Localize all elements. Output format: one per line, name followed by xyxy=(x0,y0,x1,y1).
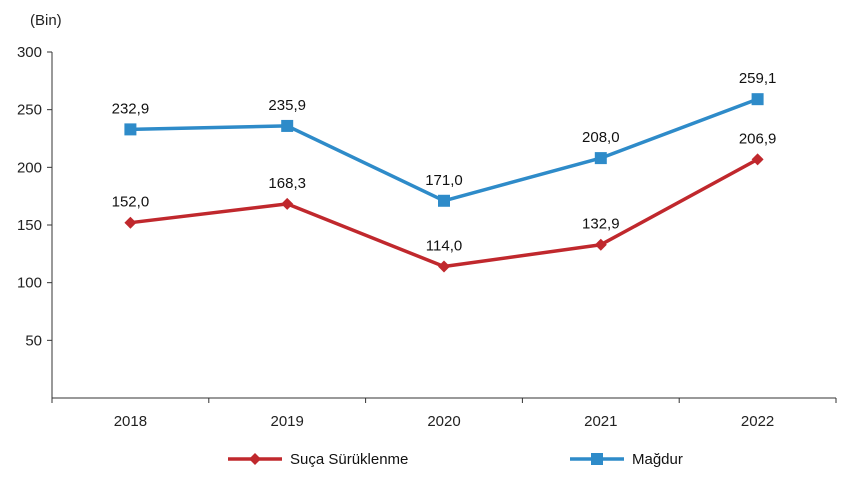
data-label: 132,9 xyxy=(582,216,620,233)
y-tick-label: 100 xyxy=(17,275,42,292)
series-magdur xyxy=(124,93,764,207)
legend-item: Suça Sürüklenme xyxy=(228,451,408,468)
legend: Suça Sürüklenme Mağdur xyxy=(228,451,683,468)
data-label: 206,9 xyxy=(739,130,777,147)
data-point-square xyxy=(591,453,603,465)
data-point-diamond xyxy=(438,260,450,273)
data-label: 114,0 xyxy=(426,238,462,255)
legend-item: Mağdur xyxy=(570,451,683,468)
data-labels: 152,0 168,3 114,0 132,9 206,9 232,9 235,9 171,0… xyxy=(112,70,777,254)
data-label: 168,3 xyxy=(268,175,306,192)
x-tick-label: 2022 xyxy=(741,413,774,430)
data-point-diamond xyxy=(751,153,764,166)
y-tick-label: 50 xyxy=(25,332,42,349)
x-tick-label: 2021 xyxy=(584,413,617,430)
data-point-square xyxy=(438,194,450,207)
data-label: 152,0 xyxy=(112,194,150,211)
data-label: 232,9 xyxy=(112,100,150,117)
legend-label: Suça Sürüklenme xyxy=(290,451,408,468)
data-label: 208,0 xyxy=(582,129,620,146)
y-axis-unit-label: (Bin) xyxy=(30,12,62,29)
series-suca-suruklenme xyxy=(124,153,764,273)
data-point-square xyxy=(751,93,764,106)
data-point-diamond xyxy=(124,216,137,229)
data-point-diamond xyxy=(249,453,261,465)
data-label: 171,0 xyxy=(425,172,463,189)
series-layer xyxy=(124,93,764,273)
data-label: 235,9 xyxy=(268,97,306,114)
data-point-diamond xyxy=(594,238,607,251)
axes: 50 100 150 200 250 300 2018 2019 2020 2021 2022 xyxy=(17,44,837,430)
legend-label: Mağdur xyxy=(632,451,683,468)
y-tick-label: 200 xyxy=(17,159,42,176)
data-point-square xyxy=(594,152,607,165)
data-point-diamond xyxy=(281,197,294,210)
x-tick-label: 2020 xyxy=(427,413,460,430)
data-point-square xyxy=(281,119,294,132)
x-tick-label: 2019 xyxy=(271,413,304,430)
x-tick-label: 2018 xyxy=(114,413,147,430)
y-tick-label: 300 xyxy=(17,44,42,61)
y-tick-label: 250 xyxy=(17,102,42,119)
data-point-square xyxy=(124,123,137,136)
y-tick-label: 150 xyxy=(17,217,42,234)
data-label: 259,1 xyxy=(739,70,777,87)
